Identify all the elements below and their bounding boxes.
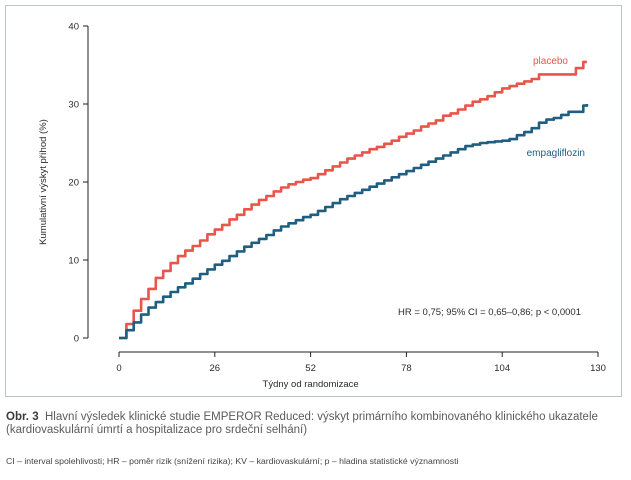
y-tick-label: 40 bbox=[68, 22, 79, 33]
chart-axes: 0 10 20 30 40 0 26 52 78 104 130 Týdny od randomiza… bbox=[38, 22, 606, 391]
caption-label: Obr. 3 bbox=[6, 411, 39, 423]
y-tick-label: 30 bbox=[68, 100, 79, 111]
x-tick-label: 26 bbox=[210, 363, 221, 374]
x-tick-label: 0 bbox=[116, 363, 121, 374]
chart-series bbox=[119, 60, 589, 340]
x-tick-label: 78 bbox=[401, 363, 412, 374]
chart-labels: placebo empagliflozin HR = 0,75; 95% CI = … bbox=[398, 56, 585, 318]
series-line-empagliflozin bbox=[119, 104, 589, 340]
series-line-placebo bbox=[119, 60, 587, 340]
stats-annotation: HR = 0,75; 95% CI = 0,65–0,86; p < 0,000… bbox=[398, 307, 581, 318]
y-tick-label: 10 bbox=[68, 256, 79, 267]
caption-text: Hlavní výsledek klinické studie EMPEROR … bbox=[6, 411, 598, 436]
x-axis-title: Týdny od randomizace bbox=[263, 379, 359, 390]
x-tick-label: 104 bbox=[494, 363, 510, 374]
y-axis-title: Kumulativní výskyt příhod (%) bbox=[38, 119, 49, 245]
y-tick-label: 20 bbox=[68, 178, 79, 189]
x-tick-label: 52 bbox=[305, 363, 316, 374]
legend-label-placebo: placebo bbox=[533, 56, 568, 67]
x-tick-label: 130 bbox=[590, 363, 606, 374]
legend-label-empagliflozin: empagliflozin bbox=[527, 148, 585, 159]
y-tick-label: 0 bbox=[74, 334, 79, 345]
figure-caption: Obr. 3 Hlavní výsledek klinické studie E… bbox=[6, 411, 621, 437]
figure-footnote: CI – interval spolehlivosti; HR – poměr … bbox=[6, 456, 459, 466]
chart-frame bbox=[5, 5, 622, 397]
kaplan-meier-chart: 0 10 20 30 40 0 26 52 78 104 130 Týdny od randomiza… bbox=[38, 22, 606, 391]
